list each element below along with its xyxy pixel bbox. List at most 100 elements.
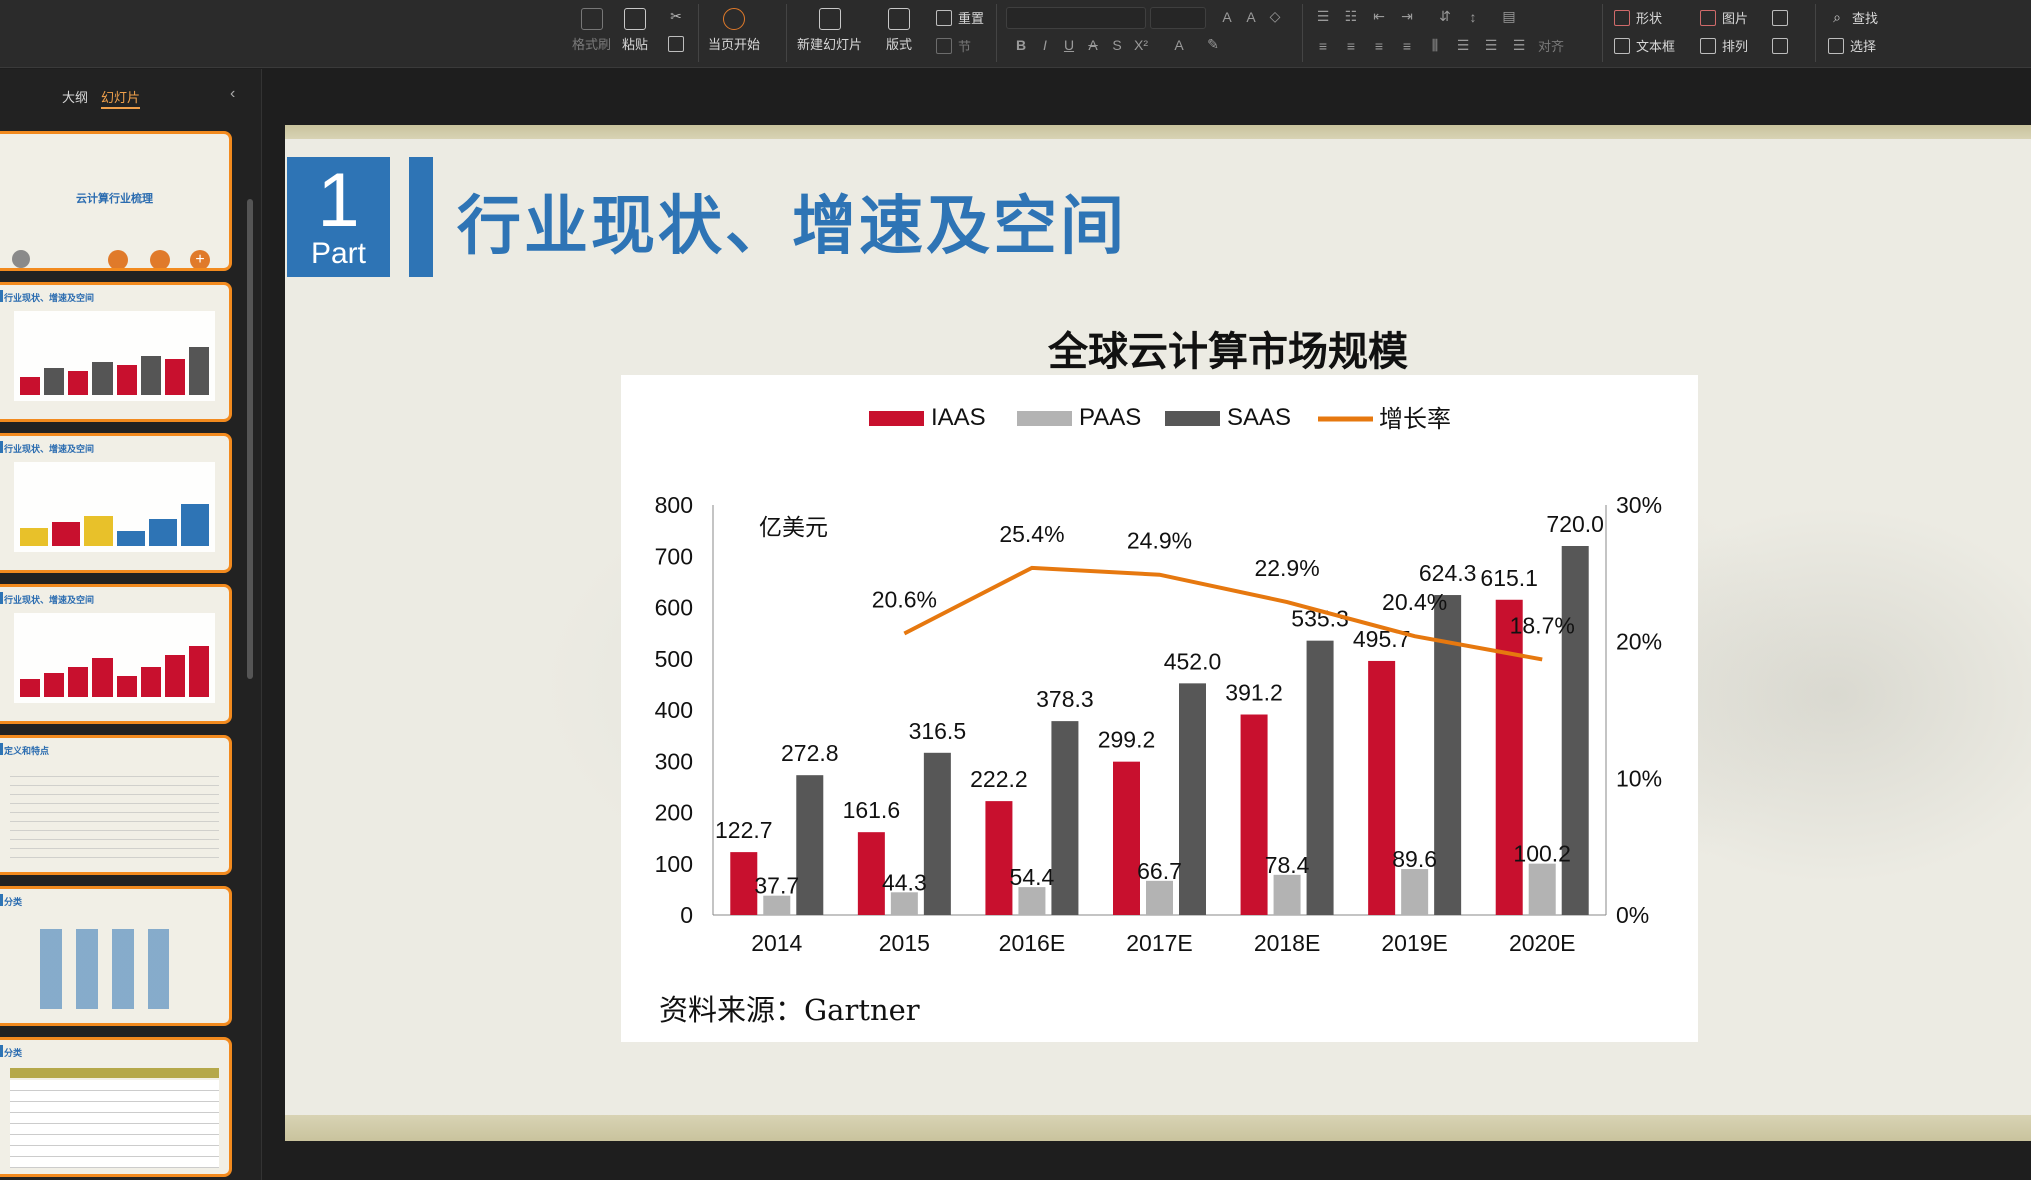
shadow-icon[interactable]: S: [1112, 36, 1122, 53]
align-center-icon[interactable]: ≡: [1346, 37, 1356, 54]
title-accent-bar: [409, 157, 433, 277]
align-right-icon[interactable]: ≡: [1374, 37, 1384, 54]
x-tick-label: 2019E: [1381, 930, 1448, 956]
layout-button[interactable]: 版式: [886, 8, 912, 53]
bar-value-label: 222.2: [970, 766, 1028, 792]
select-icon: [1828, 37, 1844, 54]
align-text-icon[interactable]: ▤: [1502, 8, 1516, 24]
arrange-label: 排列: [1722, 39, 1749, 54]
thumb-title: 行业现状、增速及空间: [4, 595, 95, 605]
shape-icon: [1614, 9, 1630, 26]
strikethrough-icon[interactable]: A: [1088, 36, 1098, 53]
underline-icon[interactable]: U: [1063, 36, 1075, 53]
fill-icon[interactable]: [1772, 10, 1788, 26]
cut-icon[interactable]: ✂: [670, 8, 682, 24]
list-spacing-icon[interactable]: ☰: [1512, 37, 1526, 53]
tab-outline[interactable]: 大纲: [62, 90, 89, 105]
distribute-icon[interactable]: ⫼: [1431, 37, 1439, 53]
y-tick-label: 700: [655, 543, 693, 569]
increase-font-icon[interactable]: A: [1222, 8, 1232, 25]
part-badge: 1 Part: [287, 157, 390, 277]
font-size-select[interactable]: [1150, 7, 1206, 29]
format-painter-button[interactable]: 格式刷: [572, 8, 611, 53]
para-spacing-icon[interactable]: ☰: [1484, 37, 1498, 53]
picture-button[interactable]: 图片: [1700, 8, 1748, 27]
section-label: 节: [958, 39, 972, 54]
slide-thumb-1[interactable]: 云计算行业梳理 +: [0, 131, 232, 271]
new-slide-label: 新建幻灯片: [797, 37, 863, 52]
section-button[interactable]: 节: [936, 36, 971, 55]
numbered-list-icon[interactable]: ☷: [1344, 8, 1358, 24]
bullet-list-icon[interactable]: ☰: [1316, 8, 1330, 24]
find-button[interactable]: ⌕ 查找: [1828, 8, 1878, 27]
clear-format-icon[interactable]: ◇: [1269, 8, 1281, 24]
arrange-button[interactable]: 排列: [1700, 36, 1748, 55]
slide-title[interactable]: 行业现状、增速及空间: [457, 189, 1127, 264]
chart-image[interactable]: 0 100 200 300 400 500 600 700 800 0% 10% 20% 30% 亿美元 2…: [621, 375, 1698, 1042]
bar-value-label: 316.5: [909, 718, 967, 744]
increase-indent-icon[interactable]: ⇥: [1401, 8, 1413, 24]
reset-button[interactable]: 重置: [936, 8, 984, 27]
current-slide[interactable]: 1 Part 行业现状、增速及空间 全球云计算市场规模 0 100 200 300 40…: [285, 125, 2031, 1141]
text-style-tools: B I U A S X² A ✎: [1012, 36, 1222, 53]
slide-thumb-5[interactable]: 定义和特点: [0, 735, 232, 875]
play-from-current-button[interactable]: 当页开始: [708, 8, 760, 53]
justify-icon[interactable]: ≡: [1402, 37, 1412, 54]
play-icon[interactable]: [12, 250, 30, 268]
align-left-icon[interactable]: ≡: [1318, 37, 1328, 54]
bar-value-label: 615.1: [1480, 565, 1538, 591]
y2-tick-label: 30%: [1616, 492, 1662, 518]
slide-thumb-6[interactable]: 分类: [0, 886, 232, 1026]
new-slide-icon: [818, 8, 841, 30]
italic-icon[interactable]: I: [1043, 36, 1047, 53]
font-family-select[interactable]: [1006, 7, 1146, 29]
add-icon[interactable]: +: [190, 250, 210, 268]
thumb-title: 行业现状、增速及空间: [4, 444, 95, 454]
outline-icon[interactable]: [1772, 38, 1788, 54]
legend-label: 增长率: [1379, 406, 1451, 433]
font-color-icon[interactable]: A: [1174, 36, 1184, 53]
tab-slides[interactable]: 幻灯片: [101, 87, 141, 109]
panel-scrollbar[interactable]: [247, 199, 253, 679]
reset-label: 重置: [958, 11, 985, 26]
legend-swatch: [869, 411, 924, 426]
highlight-icon[interactable]: ✎: [1207, 36, 1219, 52]
clipboard-icon: [624, 8, 646, 30]
decrease-indent-icon[interactable]: ⇤: [1373, 8, 1385, 24]
decrease-font-icon[interactable]: A: [1246, 8, 1256, 25]
growth-rate-label: 20.4%: [1382, 589, 1447, 615]
shape-button[interactable]: 形状: [1614, 8, 1662, 27]
animation-icon[interactable]: [108, 250, 128, 268]
legend-swatch: [1165, 411, 1220, 426]
legend-swatch: [1017, 411, 1072, 426]
slide-thumb-2[interactable]: 行业现状、增速及空间: [0, 282, 232, 422]
part-number: 1: [317, 158, 360, 243]
paste-button[interactable]: 粘贴: [622, 8, 648, 53]
slide-thumb-7[interactable]: 分类: [0, 1037, 232, 1177]
select-button[interactable]: 选择: [1828, 36, 1876, 55]
new-slide-button[interactable]: 新建幻灯片: [797, 8, 862, 53]
transition-icon[interactable]: [150, 250, 170, 268]
bar-value-label: 720.0: [1546, 511, 1604, 537]
collapse-panel-icon[interactable]: ‹: [230, 85, 236, 102]
growth-rate-label: 20.6%: [872, 586, 937, 612]
chart-title[interactable]: 全球云计算市场规模: [1048, 328, 1408, 375]
bold-icon[interactable]: B: [1015, 36, 1027, 53]
slide-thumb-4[interactable]: 行业现状、增速及空间: [0, 584, 232, 724]
copy-icon[interactable]: [668, 36, 684, 52]
find-label: 查找: [1852, 11, 1879, 26]
slide-top-band: [285, 125, 2031, 139]
textbox-button[interactable]: 文本框: [1614, 36, 1675, 55]
growth-rate-label: 22.9%: [1254, 555, 1319, 581]
line-spacing-icon[interactable]: ↕: [1469, 8, 1477, 25]
ribbon-toolbar: 格式刷 粘贴 ✂ 当页开始 新建幻灯片 版式 重置 节 A A ◇ B I U …: [0, 0, 2031, 68]
slide-thumb-3[interactable]: 行业现状、增速及空间: [0, 433, 232, 573]
columns-icon[interactable]: ☰: [1456, 37, 1470, 53]
y-tick-label: 400: [655, 697, 693, 723]
bar-saas: [1561, 546, 1589, 915]
superscript-icon[interactable]: X²: [1134, 36, 1148, 53]
section-icon: [936, 37, 952, 54]
bar-iaas: [1495, 599, 1523, 915]
text-direction-icon[interactable]: ⇵: [1439, 8, 1451, 24]
align-label[interactable]: 对齐: [1538, 39, 1565, 54]
